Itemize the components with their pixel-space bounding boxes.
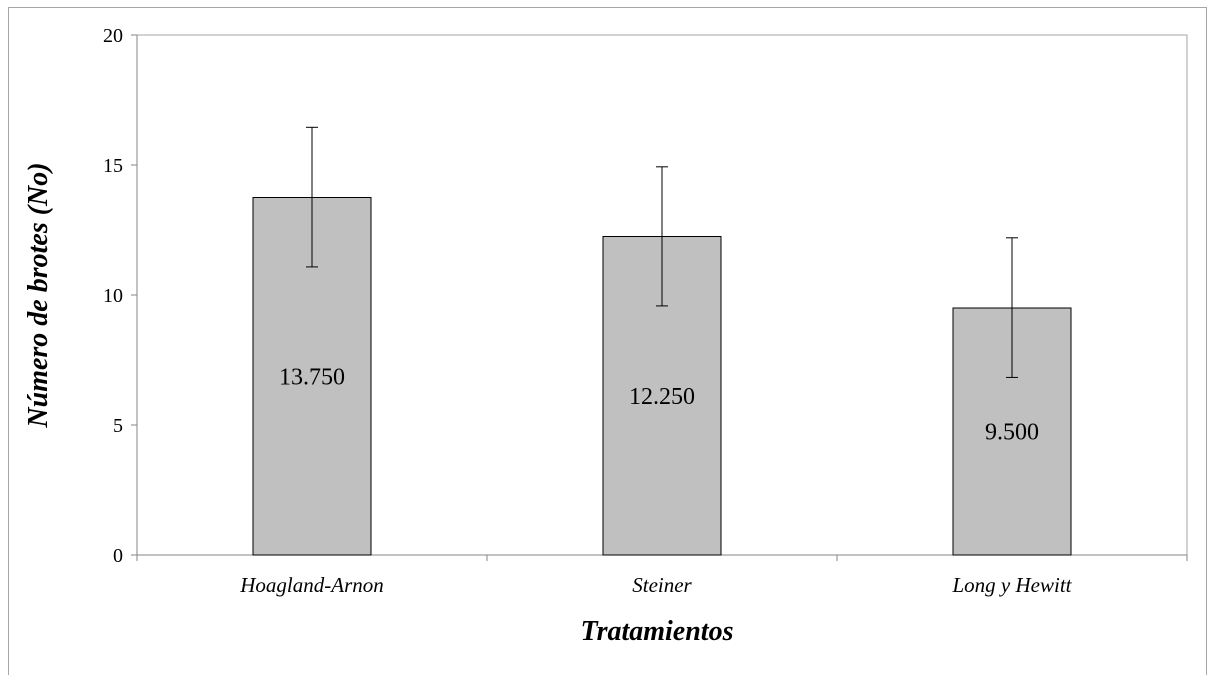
x-axis-title: Tratamientos [581,616,734,647]
error-bar [306,126,318,268]
error-bars [306,126,1018,378]
x-category-label: Long y Hewitt [952,573,1073,597]
data-label: 12.250 [629,384,695,410]
error-bar [1006,237,1018,378]
y-tick-label: 10 [103,285,123,307]
y-axis: 0 5 10 15 20 [103,25,138,567]
error-bar [656,166,668,307]
data-label: 13.750 [279,364,345,390]
data-labels: 13.750 12.250 9.500 [279,364,1039,445]
y-tick-label: 20 [103,25,123,47]
x-axis: Hoagland-Arnon Steiner Long y Hewitt [136,554,1188,597]
data-label: 9.500 [985,420,1039,446]
y-tick-label: 0 [113,545,123,567]
y-tick-label: 5 [113,415,123,437]
chart-frame [8,7,1207,675]
x-category-label: Steiner [632,573,692,597]
x-category-label: Hoagland-Arnon [239,573,384,597]
y-axis-title: Número de brotes (No) [23,162,54,428]
y-tick-label: 15 [103,155,123,177]
